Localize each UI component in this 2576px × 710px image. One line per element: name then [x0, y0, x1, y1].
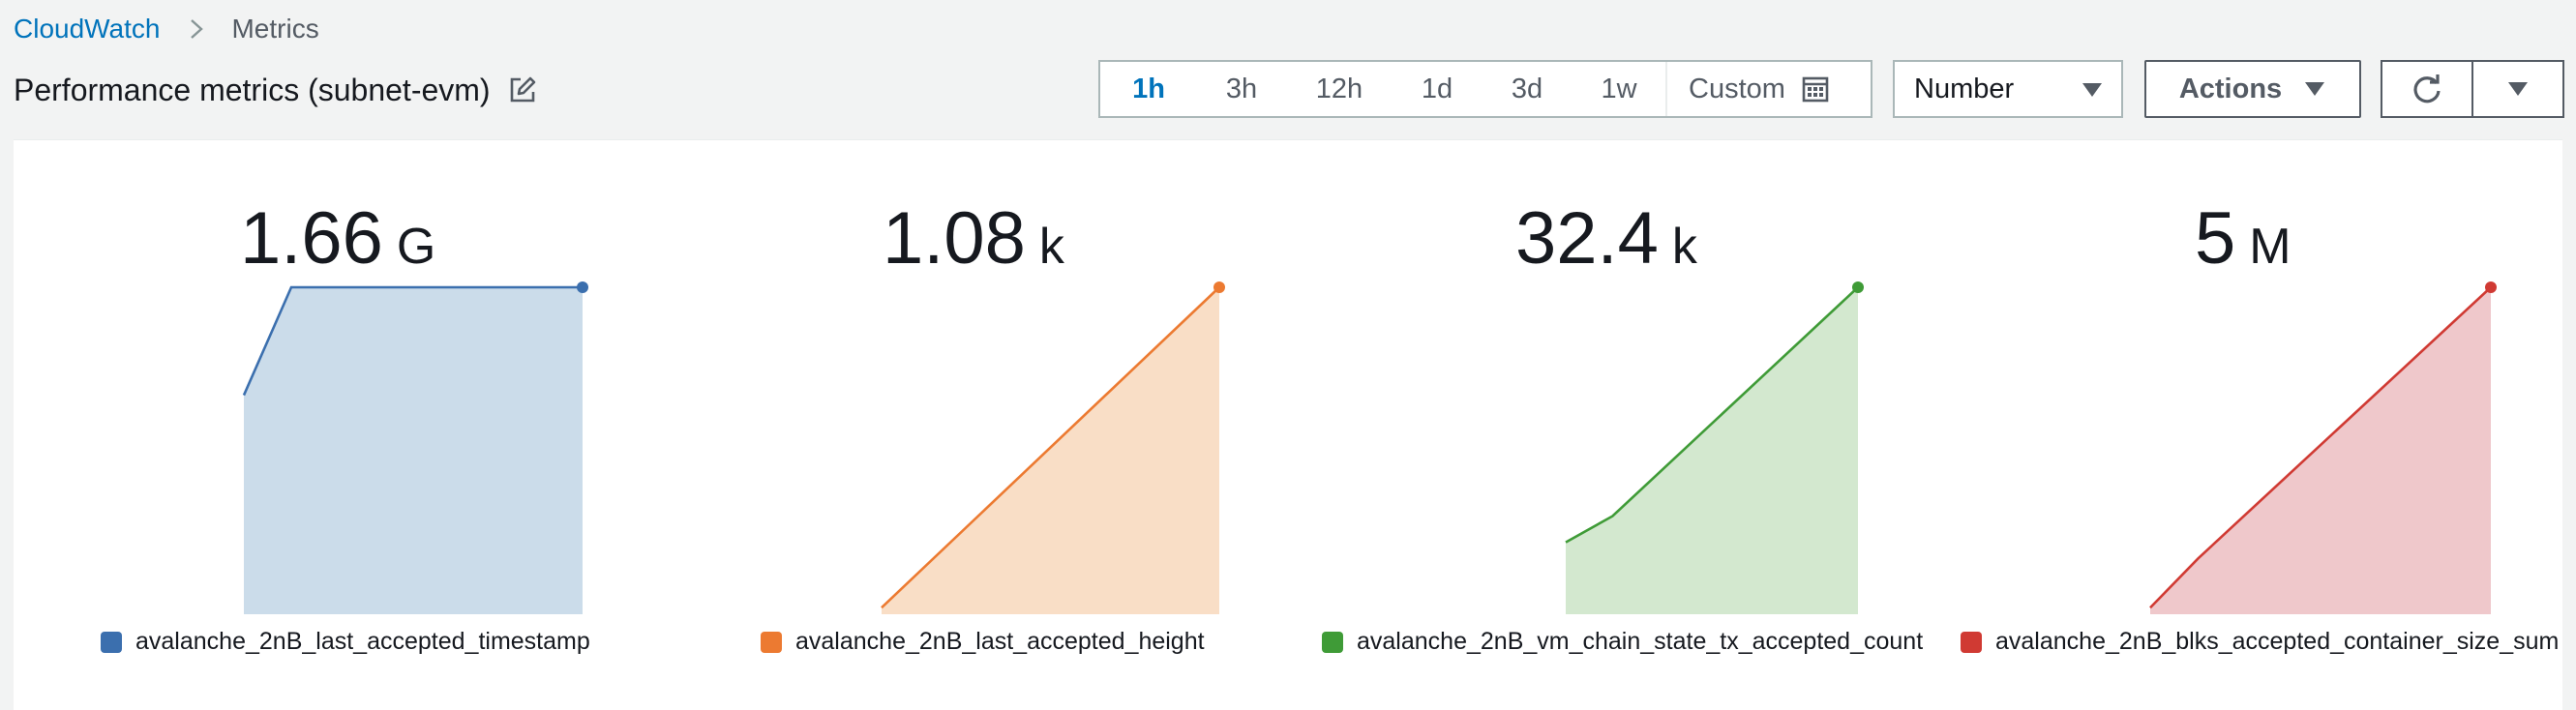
widget-unit: k: [1671, 219, 1697, 275]
breadcrumb-current: Metrics: [231, 14, 319, 44]
time-range-1w[interactable]: 1w: [1601, 73, 1637, 104]
sparkline-last-point[interactable]: [577, 281, 588, 293]
custom-label: Custom: [1689, 73, 1785, 104]
time-range-custom[interactable]: Custom: [1665, 62, 1871, 116]
sparkline-line: [881, 286, 1220, 609]
caret-down-icon: [2508, 82, 2528, 96]
refresh-icon: [2413, 74, 2441, 104]
breadcrumb-cloudwatch-link[interactable]: CloudWatch: [14, 14, 161, 44]
widget-value: 32.4 k: [1515, 196, 1697, 281]
actions-button[interactable]: Actions: [2144, 60, 2361, 118]
legend-swatch: [101, 631, 122, 653]
sparkline-area: [2150, 287, 2491, 614]
caret-down-icon: [2081, 81, 2104, 99]
legend-item[interactable]: avalanche_2nB_blks_accepted_container_si…: [1961, 628, 2559, 656]
sparkline-charts: [242, 281, 2497, 614]
widget-number: 1.08: [883, 197, 1026, 280]
sparkline-line: [2149, 286, 2492, 609]
sparkline-area: [1566, 287, 1858, 614]
time-range-1d[interactable]: 1d: [1421, 73, 1453, 104]
widget-unit: k: [1038, 219, 1064, 275]
sparkline-line: [242, 285, 583, 397]
time-range-3d[interactable]: 3d: [1511, 73, 1543, 104]
metrics-panel: 1.66 G avalanche_2nB_last_accepted_times…: [14, 139, 2562, 710]
sparkline-last-point[interactable]: [2485, 281, 2497, 293]
legend-label: avalanche_2nB_blks_accepted_container_si…: [1995, 628, 2560, 655]
legend-swatch: [1961, 631, 1982, 653]
legend-item[interactable]: avalanche_2nB_last_accepted_height: [761, 628, 1205, 656]
legend-label: avalanche_2nB_vm_chain_state_tx_accepted…: [1357, 628, 1924, 655]
legend-item[interactable]: avalanche_2nB_vm_chain_state_tx_accepted…: [1322, 628, 1923, 656]
widget-value: 1.66 G: [240, 196, 435, 281]
breadcrumb: CloudWatch Metrics: [14, 12, 319, 46]
legend-swatch: [761, 631, 782, 653]
edit-icon[interactable]: [508, 75, 537, 104]
legend-swatch: [1322, 631, 1343, 653]
actions-label: Actions: [2178, 73, 2283, 104]
time-range-selector: 1h 3h 12h 1d 3d 1w Custom: [1098, 60, 1872, 118]
chevron-right-icon: [185, 17, 208, 41]
refresh-button[interactable]: [2381, 60, 2473, 118]
view-type-select[interactable]: Number: [1893, 60, 2123, 118]
refresh-options-button[interactable]: [2471, 60, 2564, 118]
legend-label: avalanche_2nB_last_accepted_timestamp: [135, 628, 590, 655]
page-header: Performance metrics (subnet-evm): [14, 68, 537, 112]
time-range-1h[interactable]: 1h: [1132, 73, 1165, 104]
widget-value: 1.08 k: [883, 196, 1064, 281]
calendar-icon: [1801, 74, 1830, 104]
legend-item[interactable]: avalanche_2nB_last_accepted_timestamp: [101, 628, 590, 656]
view-type-value: Number: [1914, 73, 2015, 104]
caret-down-icon: [2303, 80, 2326, 98]
page-title: Performance metrics (subnet-evm): [14, 72, 491, 107]
sparkline-area: [244, 287, 583, 614]
sparkline-line: [1565, 286, 1859, 544]
widget-value: 5 M: [2195, 196, 2291, 281]
sparkline-last-point[interactable]: [1213, 281, 1225, 293]
widget-number: 5: [2195, 197, 2236, 280]
widget-unit: M: [2249, 219, 2291, 275]
time-range-3h[interactable]: 3h: [1225, 73, 1258, 104]
widget-number: 32.4: [1515, 197, 1659, 280]
legend-label: avalanche_2nB_last_accepted_height: [795, 628, 1205, 655]
sparkline-last-point[interactable]: [1852, 281, 1864, 293]
time-range-12h[interactable]: 12h: [1315, 73, 1363, 104]
widget-number: 1.66: [240, 197, 383, 280]
widget-unit: G: [396, 219, 436, 275]
